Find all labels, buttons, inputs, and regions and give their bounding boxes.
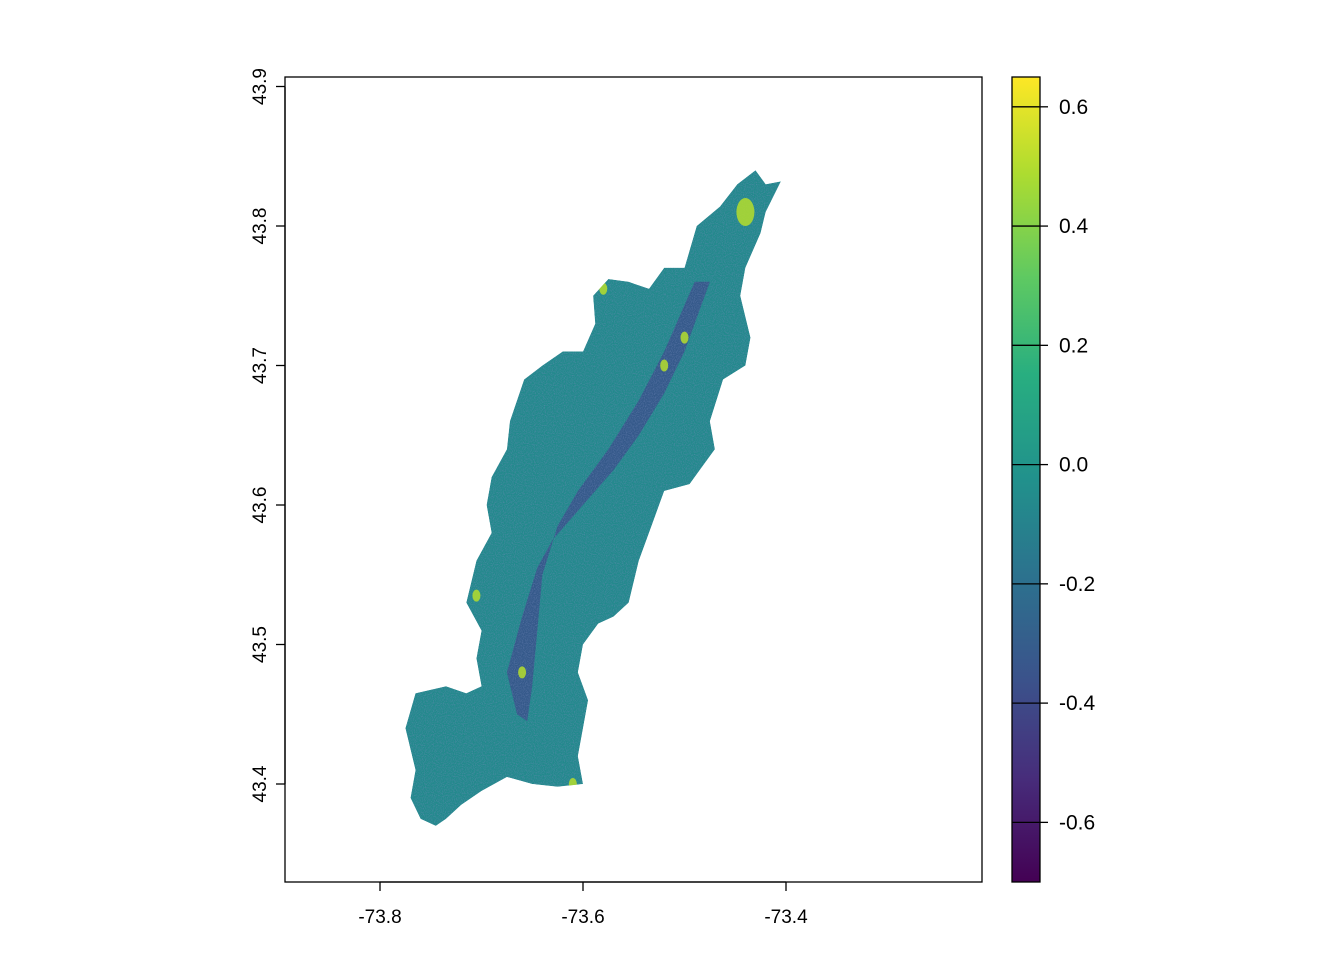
y-tick-label: 43.6	[250, 487, 271, 524]
colorbar-tick-label: 0.2	[1059, 334, 1088, 357]
colorbar-frame	[1011, 76, 1041, 883]
colorbar-tick-label: 0.4	[1059, 215, 1089, 238]
high-value-spot	[518, 666, 527, 679]
x-tick-label: -73.4	[764, 907, 808, 928]
colorbar-legend: 0.6 0.4 0.2 0.0 -0.2 -0.4 -0.6	[1011, 76, 1096, 883]
x-tick-label: -73.6	[561, 907, 604, 928]
colorbar-tick-label: -0.2	[1059, 573, 1095, 596]
high-value-spot	[472, 589, 481, 602]
raster-texture	[405, 170, 781, 826]
raster-layer	[405, 170, 781, 826]
colorbar-tick-label: 0.0	[1059, 454, 1088, 477]
colorbar-tick-label: 0.6	[1059, 96, 1088, 119]
x-axis: -73.8 -73.6 -73.4	[358, 881, 808, 928]
high-value-spot	[599, 282, 608, 295]
y-tick-label: 43.7	[250, 347, 271, 384]
y-tick-label: 43.9	[250, 68, 271, 105]
y-tick-label: 43.5	[250, 626, 271, 663]
x-tick-label: -73.8	[358, 907, 401, 928]
y-axis: 43.4 43.5 43.6 43.7 43.8 43.9	[250, 68, 286, 802]
high-value-spot	[568, 778, 577, 790]
high-value-spot	[680, 331, 689, 344]
colorbar-tick-label: -0.6	[1059, 811, 1095, 834]
y-tick-label: 43.4	[250, 765, 271, 802]
high-value-spot	[660, 359, 669, 372]
y-tick-label: 43.8	[250, 208, 271, 245]
colorbar-gradient	[1012, 77, 1040, 882]
high-value-spot	[736, 198, 755, 227]
colorbar-tick-label: -0.4	[1059, 692, 1096, 715]
